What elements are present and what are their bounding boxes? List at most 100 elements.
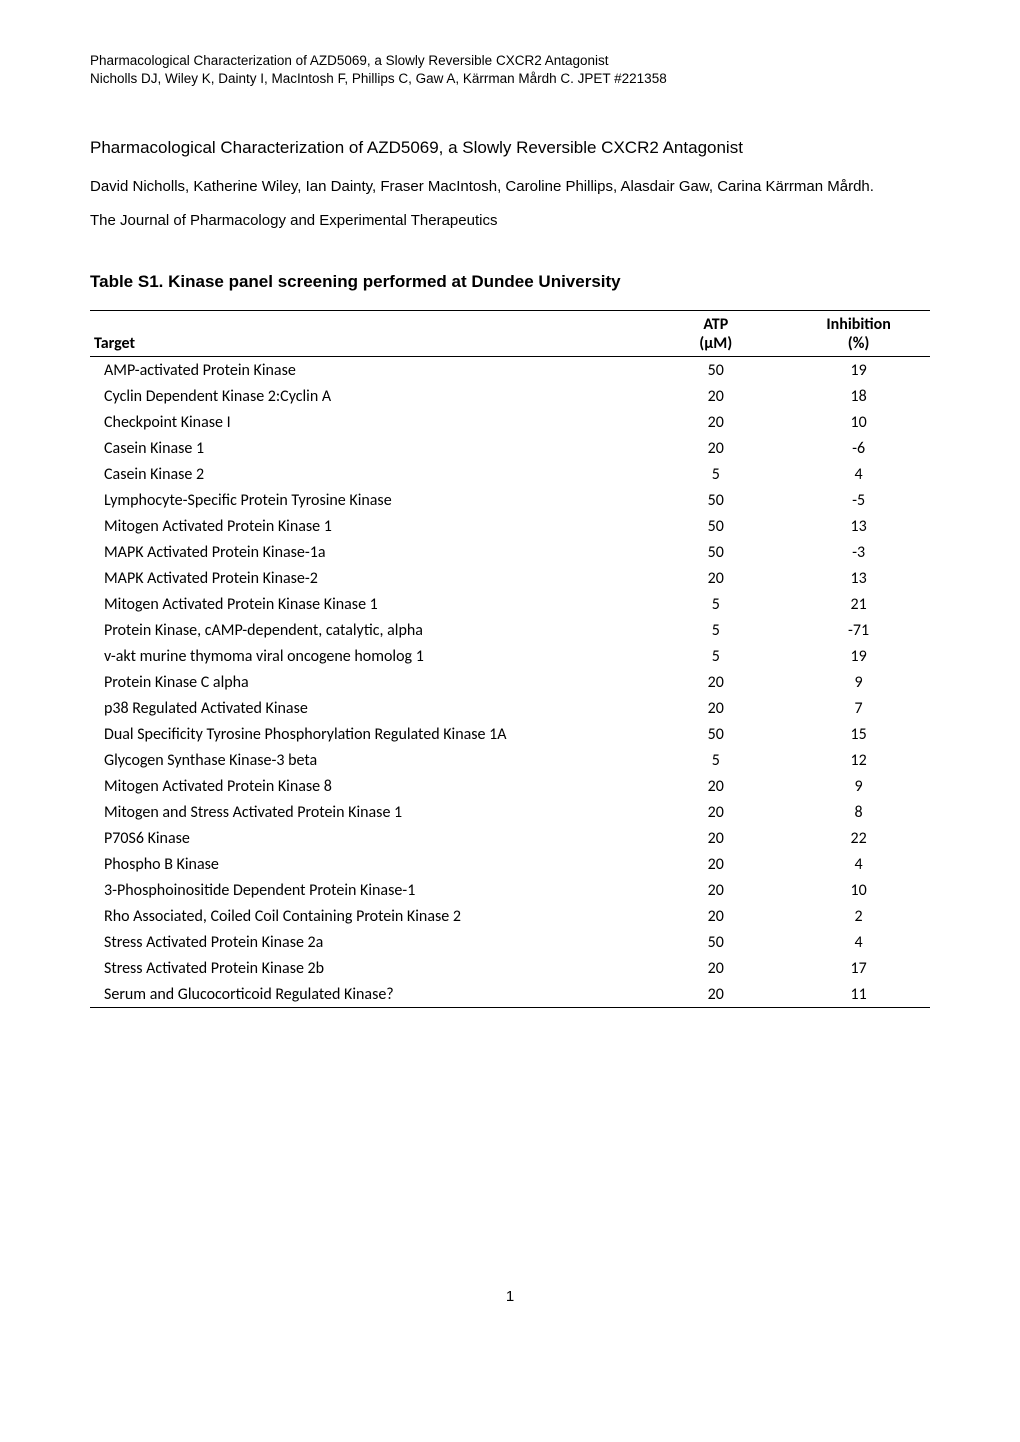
table-cell-atp: 5: [644, 747, 787, 773]
page-number: 1: [90, 1288, 930, 1305]
table-cell-target: P70S6 Kinase: [90, 825, 644, 851]
running-header-line1: Pharmacological Characterization of AZD5…: [90, 52, 930, 70]
table-cell-inhibition: 12: [787, 747, 930, 773]
table-cell-target: p38 Regulated Activated Kinase: [90, 695, 644, 721]
table-cell-inhibition: -71: [787, 617, 930, 643]
table-cell-target: Casein Kinase 2: [90, 461, 644, 487]
header-atp-line2: (µM): [648, 334, 783, 353]
table-cell-inhibition: 21: [787, 591, 930, 617]
table-cell-target: 3-Phosphoinositide Dependent Protein Kin…: [90, 877, 644, 903]
table-cell-inhibition: 10: [787, 409, 930, 435]
page: Pharmacological Characterization of AZD5…: [0, 0, 1020, 1442]
table-cell-atp: 20: [644, 903, 787, 929]
table-cell-atp: 20: [644, 981, 787, 1008]
table-cell-target: Stress Activated Protein Kinase 2b: [90, 955, 644, 981]
table-cell-atp: 50: [644, 721, 787, 747]
table-header-target: Target: [90, 311, 644, 357]
header-inh-line2: (%): [791, 334, 926, 353]
table-cell-atp: 5: [644, 591, 787, 617]
table-header-atp: ATP (µM): [644, 311, 787, 357]
table-row: Stress Activated Protein Kinase 2a504: [90, 929, 930, 955]
table-cell-atp: 20: [644, 695, 787, 721]
table-cell-inhibition: 11: [787, 981, 930, 1008]
table-cell-atp: 5: [644, 461, 787, 487]
table-cell-inhibition: 13: [787, 565, 930, 591]
table-row: Casein Kinase 120-6: [90, 435, 930, 461]
header-target-label: Target: [94, 316, 640, 353]
table-cell-atp: 20: [644, 409, 787, 435]
table-row: p38 Regulated Activated Kinase207: [90, 695, 930, 721]
table-row: Phospho B Kinase204: [90, 851, 930, 877]
table-cell-target: Lymphocyte-Specific Protein Tyrosine Kin…: [90, 487, 644, 513]
table-row: v-akt murine thymoma viral oncogene homo…: [90, 643, 930, 669]
table-cell-inhibition: 22: [787, 825, 930, 851]
table-cell-inhibition: -5: [787, 487, 930, 513]
table-row: Mitogen Activated Protein Kinase 8209: [90, 773, 930, 799]
table-cell-target: Checkpoint Kinase I: [90, 409, 644, 435]
table-cell-inhibition: 17: [787, 955, 930, 981]
table-cell-target: MAPK Activated Protein Kinase-2: [90, 565, 644, 591]
table-cell-inhibition: 19: [787, 357, 930, 384]
table-cell-atp: 20: [644, 383, 787, 409]
table-cell-inhibition: 15: [787, 721, 930, 747]
table-cell-inhibition: 9: [787, 773, 930, 799]
running-header: Pharmacological Characterization of AZD5…: [90, 52, 930, 88]
table-cell-inhibition: -6: [787, 435, 930, 461]
table-cell-inhibition: 19: [787, 643, 930, 669]
table-cell-target: Casein Kinase 1: [90, 435, 644, 461]
table-cell-atp: 20: [644, 877, 787, 903]
table-cell-target: AMP-activated Protein Kinase: [90, 357, 644, 384]
table-cell-atp: 50: [644, 539, 787, 565]
table-cell-target: Mitogen Activated Protein Kinase 1: [90, 513, 644, 539]
table-cell-target: Glycogen Synthase Kinase-3 beta: [90, 747, 644, 773]
table-cell-target: MAPK Activated Protein Kinase-1a: [90, 539, 644, 565]
table-cell-atp: 50: [644, 487, 787, 513]
table-row: Glycogen Synthase Kinase-3 beta512: [90, 747, 930, 773]
table-cell-atp: 20: [644, 955, 787, 981]
table-body: AMP-activated Protein Kinase5019Cyclin D…: [90, 357, 930, 1008]
table-cell-inhibition: 4: [787, 929, 930, 955]
table-row: Lymphocyte-Specific Protein Tyrosine Kin…: [90, 487, 930, 513]
table-row: Mitogen Activated Protein Kinase Kinase …: [90, 591, 930, 617]
table-cell-inhibition: 2: [787, 903, 930, 929]
table-row: AMP-activated Protein Kinase5019: [90, 357, 930, 384]
table-row: MAPK Activated Protein Kinase-22013: [90, 565, 930, 591]
table-cell-inhibition: 18: [787, 383, 930, 409]
table-header-row: Target ATP (µM) Inhibition (%): [90, 311, 930, 357]
table-cell-target: Dual Specificity Tyrosine Phosphorylatio…: [90, 721, 644, 747]
table-cell-target: Stress Activated Protein Kinase 2a: [90, 929, 644, 955]
table-row: Cyclin Dependent Kinase 2:Cyclin A2018: [90, 383, 930, 409]
table-row: Rho Associated, Coiled Coil Containing P…: [90, 903, 930, 929]
table-cell-inhibition: 8: [787, 799, 930, 825]
table-cell-atp: 50: [644, 357, 787, 384]
table-row: Protein Kinase C alpha209: [90, 669, 930, 695]
table-cell-target: Rho Associated, Coiled Coil Containing P…: [90, 903, 644, 929]
table-cell-target: Mitogen Activated Protein Kinase 8: [90, 773, 644, 799]
kinase-table: Target ATP (µM) Inhibition (%) AMP-activ…: [90, 310, 930, 1008]
table-cell-target: v-akt murine thymoma viral oncogene homo…: [90, 643, 644, 669]
table-cell-target: Cyclin Dependent Kinase 2:Cyclin A: [90, 383, 644, 409]
table-cell-atp: 20: [644, 825, 787, 851]
table-row: Mitogen Activated Protein Kinase 15013: [90, 513, 930, 539]
table-row: Dual Specificity Tyrosine Phosphorylatio…: [90, 721, 930, 747]
table-cell-inhibition: 13: [787, 513, 930, 539]
table-caption: Table S1. Kinase panel screening perform…: [90, 272, 930, 292]
table-cell-atp: 50: [644, 513, 787, 539]
table-cell-atp: 20: [644, 565, 787, 591]
paper-authors: David Nicholls, Katherine Wiley, Ian Dai…: [90, 174, 930, 200]
table-cell-target: Mitogen and Stress Activated Protein Kin…: [90, 799, 644, 825]
table-cell-atp: 20: [644, 435, 787, 461]
table-row: MAPK Activated Protein Kinase-1a50-3: [90, 539, 930, 565]
table-cell-target: Serum and Glucocorticoid Regulated Kinas…: [90, 981, 644, 1008]
table-cell-atp: 5: [644, 643, 787, 669]
table-row: P70S6 Kinase2022: [90, 825, 930, 851]
table-cell-inhibition: 4: [787, 461, 930, 487]
table-cell-target: Protein Kinase C alpha: [90, 669, 644, 695]
table-cell-inhibition: -3: [787, 539, 930, 565]
table-header-inhibition: Inhibition (%): [787, 311, 930, 357]
table-row: Protein Kinase, cAMP-dependent, catalyti…: [90, 617, 930, 643]
table-row: Serum and Glucocorticoid Regulated Kinas…: [90, 981, 930, 1008]
table-cell-inhibition: 4: [787, 851, 930, 877]
table-cell-target: Protein Kinase, cAMP-dependent, catalyti…: [90, 617, 644, 643]
running-header-line2: Nicholls DJ, Wiley K, Dainty I, MacIntos…: [90, 70, 930, 88]
